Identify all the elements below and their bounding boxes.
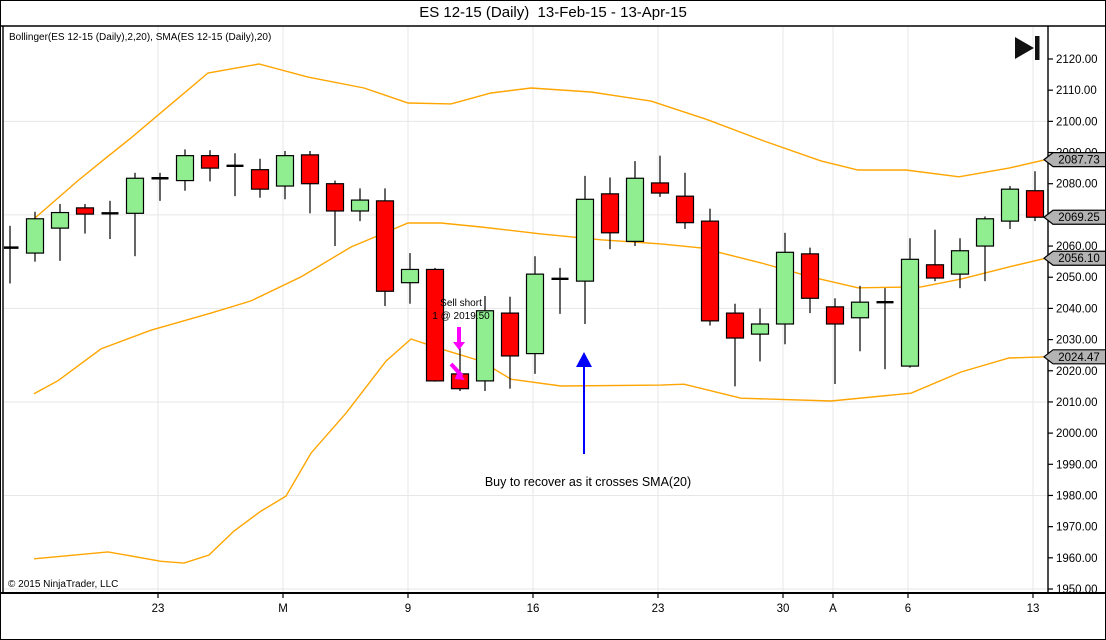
price-badge — [1043, 152, 1105, 168]
down-candle[interactable] — [925, 264, 945, 279]
bollinger-upper-band-line[interactable] — [33, 63, 1047, 220]
time-tick-label: 30 — [777, 603, 790, 615]
down-candle[interactable] — [325, 183, 345, 212]
price-badge — [1043, 349, 1105, 365]
up-candle[interactable] — [900, 258, 920, 367]
up-candle[interactable] — [950, 250, 970, 275]
up-candle[interactable] — [400, 268, 420, 284]
price-badge-label: 2024.47 — [1058, 352, 1100, 364]
down-candle[interactable] — [800, 253, 820, 299]
time-tick-label: 23 — [652, 603, 665, 615]
price-badge — [1043, 250, 1105, 266]
time-tick-label: A — [829, 603, 837, 615]
time-tick-label: 23 — [152, 603, 165, 615]
price-tick-label: 2110.00 — [1056, 85, 1097, 97]
up-candle[interactable] — [525, 273, 545, 355]
price-tick-label: 1960.00 — [1056, 553, 1098, 565]
down-candle[interactable] — [250, 169, 270, 190]
down-candle[interactable] — [675, 195, 695, 224]
sell-execution-marker-head[interactable] — [455, 370, 465, 380]
down-candle[interactable] — [1025, 190, 1045, 218]
up-candle[interactable] — [275, 155, 295, 187]
price-badge-label: 2056.10 — [1058, 253, 1100, 265]
sma20-line[interactable] — [33, 222, 1047, 395]
up-candle[interactable] — [775, 251, 795, 325]
price-tick-label: 2030.00 — [1056, 335, 1098, 347]
up-candle[interactable] — [50, 211, 70, 229]
time-tick-label: 13 — [1027, 603, 1040, 615]
sell-annotation-line2: 1 @ 2019.50 — [432, 311, 490, 322]
down-candle[interactable] — [725, 312, 745, 339]
skip-to-end-icon[interactable] — [1015, 36, 1040, 60]
price-tick-label: 1950.00 — [1056, 584, 1098, 596]
down-candle[interactable] — [825, 306, 845, 325]
sell-arrow-head[interactable] — [453, 342, 465, 350]
chart-title: ES 12-15 (Daily) 13-Feb-15 - 13-Apr-15 — [419, 4, 687, 21]
time-tick-label: 16 — [527, 603, 540, 615]
down-candle[interactable] — [700, 220, 720, 322]
price-tick-label: 2120.00 — [1056, 54, 1098, 66]
time-tick-label: 9 — [405, 603, 411, 615]
indicator-label: Bollinger(ES 12-15 (Daily),2,20), SMA(ES… — [9, 32, 272, 43]
bollinger-lower-band-line[interactable] — [33, 338, 1047, 564]
down-candle[interactable] — [200, 155, 220, 169]
up-candle[interactable] — [175, 155, 195, 182]
price-badge — [1043, 209, 1105, 225]
down-candle[interactable] — [75, 207, 95, 215]
price-tick-label: 2040.00 — [1056, 303, 1098, 315]
price-badge-label: 2069.25 — [1058, 212, 1100, 224]
up-candle[interactable] — [125, 177, 145, 214]
copyright-label: © 2015 NinjaTrader, LLC — [8, 579, 119, 590]
price-tick-label: 1970.00 — [1056, 522, 1098, 534]
up-candle[interactable] — [350, 199, 370, 212]
up-candle[interactable] — [975, 218, 995, 247]
buy-annotation[interactable]: Buy to recover as it crosses SMA(20) — [484, 475, 692, 489]
down-candle[interactable] — [500, 312, 520, 357]
up-candle[interactable] — [850, 301, 870, 319]
sell-annotation-line1: Sell short — [440, 298, 482, 309]
time-tick-label: M — [278, 603, 288, 615]
down-candle[interactable] — [600, 193, 620, 234]
sell-annotation[interactable]: Sell short 1 @ 2019.50 — [401, 297, 521, 323]
price-tick-label: 1990.00 — [1056, 459, 1098, 471]
price-tick-label: 2050.00 — [1056, 272, 1098, 284]
price-tick-label: 2000.00 — [1056, 428, 1098, 440]
buy-arrow-head[interactable] — [576, 352, 592, 367]
up-candle[interactable] — [1000, 188, 1020, 222]
up-candle[interactable] — [25, 218, 45, 254]
price-tick-label: 2100.00 — [1056, 116, 1098, 128]
up-candle[interactable] — [475, 310, 495, 382]
down-candle[interactable] — [425, 268, 445, 382]
price-tick-label: 2080.00 — [1056, 179, 1098, 191]
down-candle[interactable] — [300, 154, 320, 185]
price-tick-label: 2010.00 — [1056, 397, 1098, 409]
up-candle[interactable] — [575, 198, 595, 282]
price-tick-label: 2020.00 — [1056, 366, 1098, 378]
price-tick-label: 2060.00 — [1056, 241, 1098, 253]
time-tick-label: 6 — [905, 603, 911, 615]
up-candle[interactable] — [625, 177, 645, 242]
down-candle[interactable] — [375, 200, 395, 292]
plot-content[interactable] — [2, 27, 1048, 592]
down-candle[interactable] — [650, 182, 670, 194]
price-badge-label: 2087.73 — [1058, 155, 1100, 167]
up-candle[interactable] — [750, 323, 770, 335]
price-tick-label: 1980.00 — [1056, 490, 1098, 502]
